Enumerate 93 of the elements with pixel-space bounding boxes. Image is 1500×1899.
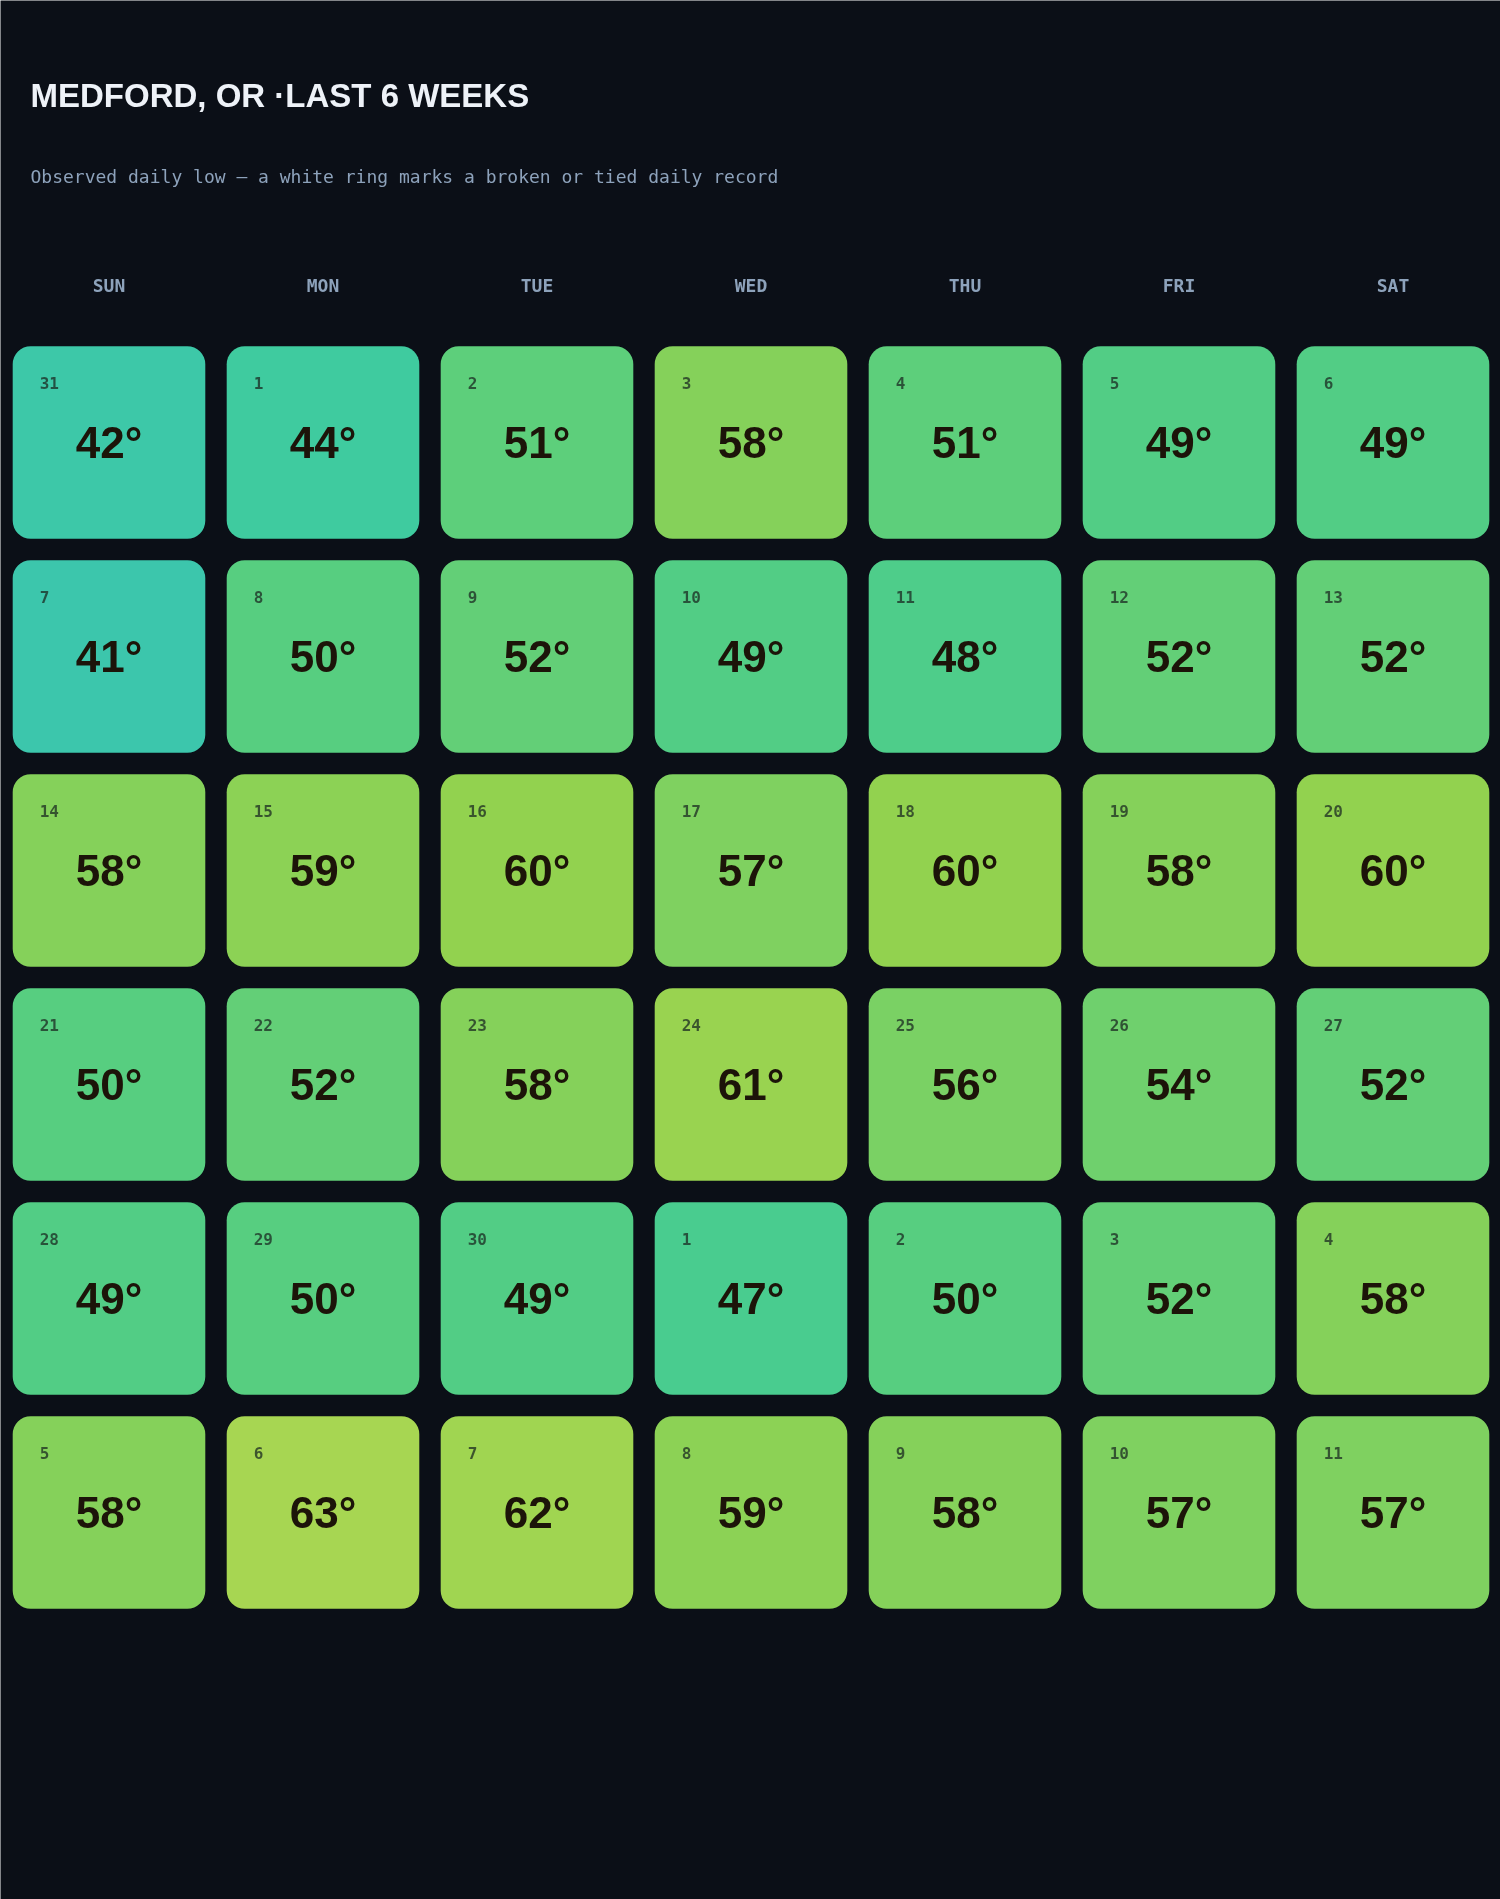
data-label: 56° <box>931 1060 999 1109</box>
data-label: 58° <box>1359 1274 1427 1323</box>
x-tick-label: FRI <box>1162 275 1196 296</box>
data-label: 51° <box>503 418 571 467</box>
data-label: 52° <box>503 632 571 681</box>
data-label: 49° <box>717 632 785 681</box>
data-label: 47° <box>717 1274 785 1323</box>
data-label: 52° <box>289 1060 357 1109</box>
annotation: 20 <box>1323 802 1343 822</box>
data-label: 52° <box>1359 1060 1427 1109</box>
annotation: 5 <box>39 1444 50 1464</box>
annotation: 7 <box>467 1444 478 1464</box>
annotation: 3 <box>681 374 692 394</box>
data-label: 58° <box>1145 846 1213 895</box>
annotation: 30 <box>467 1230 487 1250</box>
data-label: 50° <box>289 632 357 681</box>
data-label: 63° <box>289 1488 357 1537</box>
data-label: 61° <box>717 1060 785 1109</box>
annotation: 2 <box>467 374 478 394</box>
chart-subtitle: Observed daily low — a white ring marks a broken or tied daily record <box>30 166 779 187</box>
annotation: 15 <box>253 802 273 822</box>
data-label: 51° <box>931 418 999 467</box>
annotation: 17 <box>681 802 701 822</box>
annotation: 9 <box>467 588 478 608</box>
annotation: 4 <box>1323 1230 1334 1250</box>
annotation: 14 <box>39 802 59 822</box>
annotation: 1 <box>681 1230 692 1250</box>
x-tick-label: THU <box>948 275 982 296</box>
x-tick-label: MON <box>306 275 340 296</box>
annotation: 25 <box>895 1016 915 1036</box>
annotation: 5 <box>1109 374 1120 394</box>
chart-title: MEDFORD, OR ·LAST 6 WEEKS <box>30 77 530 114</box>
data-label: 49° <box>1145 418 1213 467</box>
data-label: 42° <box>75 418 143 467</box>
data-label: 57° <box>1145 1488 1213 1537</box>
annotation: 18 <box>895 802 915 822</box>
data-label: 50° <box>931 1274 999 1323</box>
data-label: 49° <box>75 1274 143 1323</box>
annotation: 10 <box>681 588 701 608</box>
data-label: 41° <box>75 632 143 681</box>
annotation: 11 <box>1323 1444 1343 1464</box>
x-tick-label: SAT <box>1376 275 1410 296</box>
data-label: 50° <box>75 1060 143 1109</box>
data-label: 57° <box>1359 1488 1427 1537</box>
annotation: 21 <box>39 1016 59 1036</box>
annotation: 6 <box>1323 374 1334 394</box>
annotation: 27 <box>1323 1016 1343 1036</box>
annotation: 1 <box>253 374 264 394</box>
annotation: 29 <box>253 1230 273 1250</box>
annotation: 8 <box>681 1444 692 1464</box>
annotation: 7 <box>39 588 50 608</box>
x-tick-label: TUE <box>520 275 554 296</box>
annotation: 23 <box>467 1016 487 1036</box>
data-label: 60° <box>503 846 571 895</box>
data-label: 60° <box>931 846 999 895</box>
annotation: 28 <box>39 1230 59 1250</box>
annotation: 3 <box>1109 1230 1120 1250</box>
annotation: 24 <box>681 1016 701 1036</box>
annotation: 31 <box>39 374 59 394</box>
annotation: 11 <box>895 588 915 608</box>
data-label: 58° <box>75 1488 143 1537</box>
data-label: 62° <box>503 1488 571 1537</box>
data-label: 52° <box>1359 632 1427 681</box>
annotation: 26 <box>1109 1016 1129 1036</box>
annotation: 12 <box>1109 588 1129 608</box>
annotation: 9 <box>895 1444 906 1464</box>
x-tick-label: WED <box>734 275 768 296</box>
annotation: 8 <box>253 588 264 608</box>
data-label: 57° <box>717 846 785 895</box>
data-label: 54° <box>1145 1060 1213 1109</box>
data-label: 48° <box>931 632 999 681</box>
data-label: 58° <box>503 1060 571 1109</box>
annotation: 4 <box>895 374 906 394</box>
data-label: 58° <box>717 418 785 467</box>
annotation: 10 <box>1109 1444 1129 1464</box>
data-label: 59° <box>717 1488 785 1537</box>
data-label: 58° <box>75 846 143 895</box>
annotation: 22 <box>253 1016 273 1036</box>
data-label: 60° <box>1359 846 1427 895</box>
annotation: 6 <box>253 1444 264 1464</box>
annotation: 13 <box>1323 588 1343 608</box>
data-label: 44° <box>289 418 357 467</box>
annotation: 16 <box>467 802 487 822</box>
data-label: 59° <box>289 846 357 895</box>
data-label: 52° <box>1145 632 1213 681</box>
data-label: 50° <box>289 1274 357 1323</box>
data-label: 52° <box>1145 1274 1213 1323</box>
x-tick-label: SUN <box>92 275 126 296</box>
annotation: 19 <box>1109 802 1129 822</box>
data-label: 58° <box>931 1488 999 1537</box>
annotation: 2 <box>895 1230 906 1250</box>
data-label: 49° <box>503 1274 571 1323</box>
data-label: 49° <box>1359 418 1427 467</box>
